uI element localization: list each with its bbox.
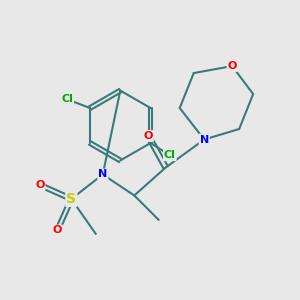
Text: O: O	[144, 131, 153, 141]
Text: N: N	[98, 169, 107, 179]
Text: S: S	[66, 192, 76, 206]
Text: Cl: Cl	[61, 94, 73, 104]
Text: N: N	[200, 134, 209, 145]
Text: O: O	[52, 225, 62, 236]
Text: Cl: Cl	[164, 150, 176, 160]
Text: O: O	[227, 61, 237, 71]
Text: O: O	[35, 180, 44, 190]
